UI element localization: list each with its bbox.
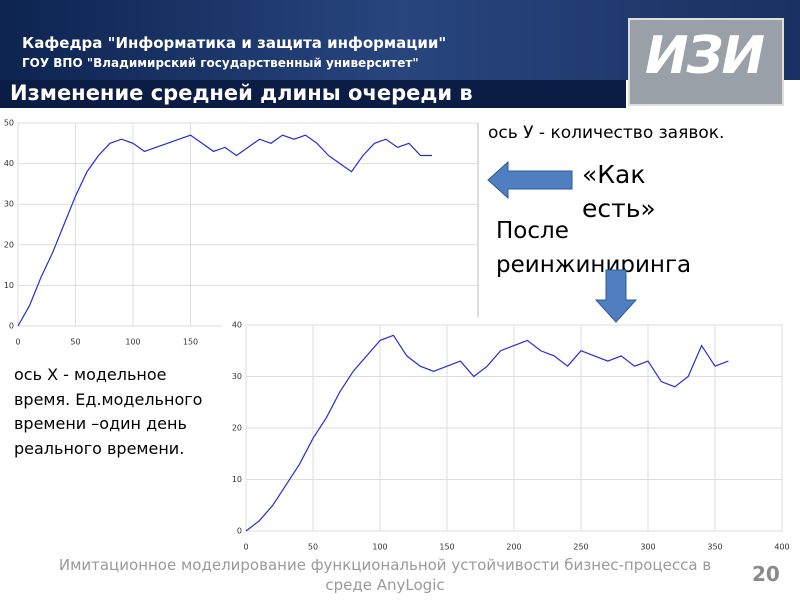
- arrow-left: [487, 160, 573, 200]
- data-line: [17, 134, 432, 327]
- y-tick-label: 20: [4, 240, 14, 249]
- x-axis-note: ось Х - модельное время. Ед.модельного в…: [14, 363, 214, 461]
- x-tick-label: 150: [439, 543, 454, 552]
- y-tick-label: 20: [232, 424, 242, 433]
- y-tick-label: 50: [4, 119, 14, 128]
- after-label: После реинжиниринга: [496, 218, 692, 278]
- logo: ИЗИ: [645, 26, 765, 86]
- x-tick-label: 300: [640, 543, 655, 552]
- title-bar: [0, 80, 626, 108]
- chart-background: [6, 114, 478, 356]
- footer-text: Имитационное моделирование функционально…: [58, 556, 712, 594]
- x-tick-label: 50: [70, 338, 80, 347]
- y-tick-label: 0: [9, 322, 14, 331]
- x-tick-label: 0: [243, 543, 248, 552]
- x-tick-label: 200: [506, 543, 521, 552]
- y-tick-label: 40: [232, 321, 242, 330]
- x-tick-label: 100: [372, 543, 387, 552]
- title: Изменение средней длины очереди в: [10, 81, 473, 105]
- x-tick-label: 0: [15, 338, 20, 347]
- arrow-shape: [487, 160, 573, 200]
- y-tick-label: 40: [4, 159, 14, 168]
- x-tick-label: 50: [308, 543, 318, 552]
- x-tick-label: 150: [183, 338, 198, 347]
- y-tick-label: 30: [232, 372, 242, 381]
- arrow-down: [594, 269, 638, 323]
- x-tick-label: 100: [125, 338, 140, 347]
- chart: 0 10 20 30 40 50 0 50 100 150: [4, 114, 479, 356]
- as-is-label: «Как есть»: [582, 160, 656, 223]
- page-number: 20: [752, 562, 780, 586]
- department: Кафедра "Информатика и защита информации…: [22, 34, 447, 52]
- x-tick-label: 350: [707, 543, 722, 552]
- y-tick-label: 10: [232, 475, 242, 484]
- university: ГОУ ВПО "Владимирский государственный ун…: [22, 56, 419, 70]
- x-tick-label: 250: [573, 543, 588, 552]
- y-tick-label: 0: [237, 527, 242, 536]
- y-tick-label: 10: [4, 281, 14, 290]
- y-tick-label: 30: [4, 200, 14, 209]
- chart-background: [222, 317, 795, 557]
- x-tick-label: 400: [774, 543, 789, 552]
- y-axis-note: ось У - количество заявок.: [488, 123, 725, 143]
- data-line: [245, 334, 729, 532]
- arrow-shape: [594, 269, 638, 323]
- logo-box: [628, 18, 784, 106]
